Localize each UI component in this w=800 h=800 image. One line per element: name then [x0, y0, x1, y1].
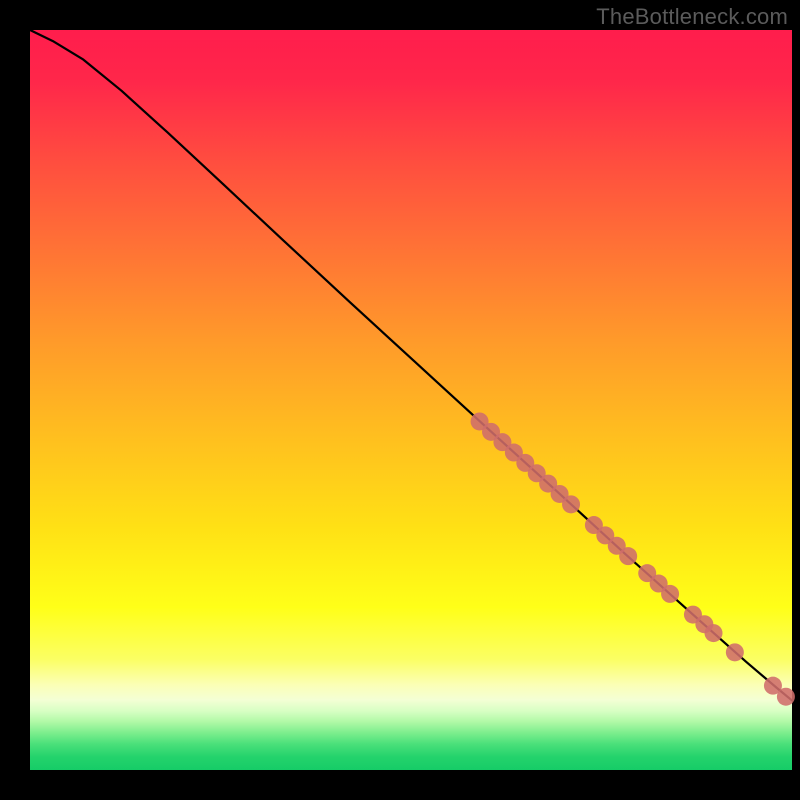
- scatter-point: [661, 585, 679, 603]
- plot-background: [30, 30, 792, 770]
- scatter-point: [562, 495, 580, 513]
- scatter-point: [705, 624, 723, 642]
- chart-root: TheBottleneck.com: [0, 0, 800, 800]
- scatter-point: [726, 643, 744, 661]
- chart-svg: [0, 0, 800, 800]
- scatter-point: [619, 547, 637, 565]
- watermark-text: TheBottleneck.com: [596, 4, 788, 30]
- scatter-point: [777, 688, 795, 706]
